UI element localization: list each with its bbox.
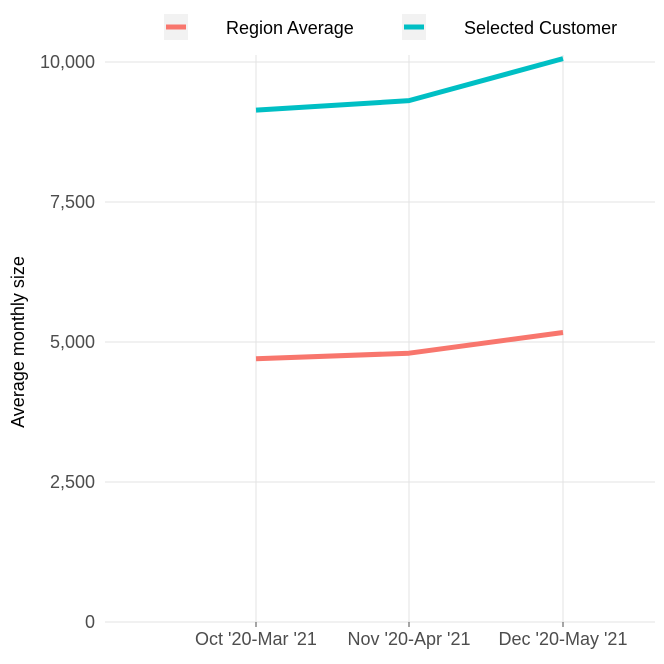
- series-line-2: [255, 56, 564, 113]
- legend: Region Average Selected Customer: [164, 14, 617, 40]
- series-line-1: [255, 330, 564, 362]
- y-tick-label: 0: [85, 612, 95, 632]
- y-tick-label: 7,500: [50, 192, 95, 212]
- x-axis: Oct '20-Mar '21 Nov '20-Apr '21 Dec '20-Ma…: [195, 622, 627, 649]
- legend-label: Region Average: [226, 18, 354, 38]
- y-tick-label: 10,000: [40, 52, 95, 72]
- y-tick-label: 2,500: [50, 472, 95, 492]
- legend-label: Selected Customer: [464, 18, 617, 38]
- y-axis: 0 2,500 5,000 7,500 10,000: [40, 52, 95, 632]
- gridlines: [105, 55, 655, 623]
- legend-item: Region Average: [164, 14, 354, 40]
- series-lines: [255, 56, 564, 362]
- legend-item: Selected Customer: [402, 14, 617, 40]
- y-axis-title: Average monthly size: [8, 256, 28, 428]
- x-tick-label: Dec '20-May '21: [499, 629, 628, 649]
- x-tick-label: Nov '20-Apr '21: [348, 629, 471, 649]
- x-tick-label: Oct '20-Mar '21: [195, 629, 317, 649]
- y-tick-label: 5,000: [50, 332, 95, 352]
